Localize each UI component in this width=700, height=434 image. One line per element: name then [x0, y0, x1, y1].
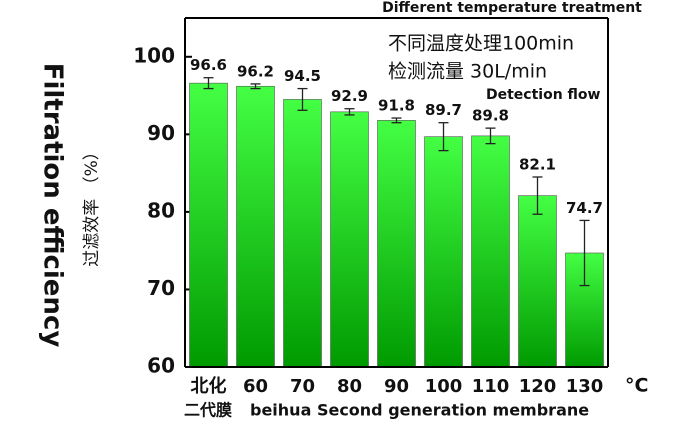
x-tick-label: 60 — [243, 376, 268, 397]
bar — [471, 135, 510, 368]
annotation: Detection flow — [486, 87, 601, 103]
bar — [283, 99, 322, 368]
x-tick-label: 110 — [472, 376, 510, 397]
bar — [330, 111, 369, 368]
value-label: 89.7 — [425, 101, 462, 119]
x-tick-label: 130 — [566, 376, 604, 397]
x-axis-label: beihua Second generation membrane — [250, 401, 589, 420]
annotation: 不同温度处理100min — [388, 33, 574, 55]
x-tick-label: 70 — [290, 376, 315, 397]
bar — [518, 195, 557, 368]
value-label: 89.8 — [472, 107, 509, 125]
x-tick-label: 80 — [337, 376, 362, 397]
y-tick-label: 80 — [147, 198, 175, 222]
bar — [189, 82, 228, 368]
value-label: 96.6 — [190, 56, 227, 74]
y-tick-label: 70 — [147, 276, 175, 300]
y-axis-label-cn: 过滤效率 （%） — [82, 143, 102, 267]
chart-title: Different temperature treatment — [382, 0, 642, 16]
x-tick-label: 120 — [519, 376, 557, 397]
x-tick-label: 北化 — [191, 375, 227, 397]
value-label: 91.8 — [378, 97, 415, 115]
x-tick-label: 90 — [384, 376, 409, 397]
bar — [377, 120, 416, 368]
annotation: 检测流量 30L/min — [388, 61, 547, 83]
value-label: 96.2 — [237, 62, 274, 80]
x-tick-label: 100 — [425, 376, 463, 397]
value-label: 94.5 — [284, 67, 321, 85]
y-axis-label: Filtration efficiency — [38, 63, 68, 348]
y-tick-label: 100 — [133, 43, 175, 67]
x-axis-label-cn: 二代膜 — [184, 401, 232, 420]
value-label: 74.7 — [566, 199, 603, 217]
y-tick-label: 90 — [147, 121, 175, 145]
y-tick-label: 60 — [147, 354, 175, 378]
value-label: 92.9 — [331, 87, 368, 105]
bar — [236, 85, 275, 368]
x-unit: °C — [625, 375, 648, 397]
value-label: 82.1 — [519, 155, 556, 173]
bar — [424, 136, 463, 368]
